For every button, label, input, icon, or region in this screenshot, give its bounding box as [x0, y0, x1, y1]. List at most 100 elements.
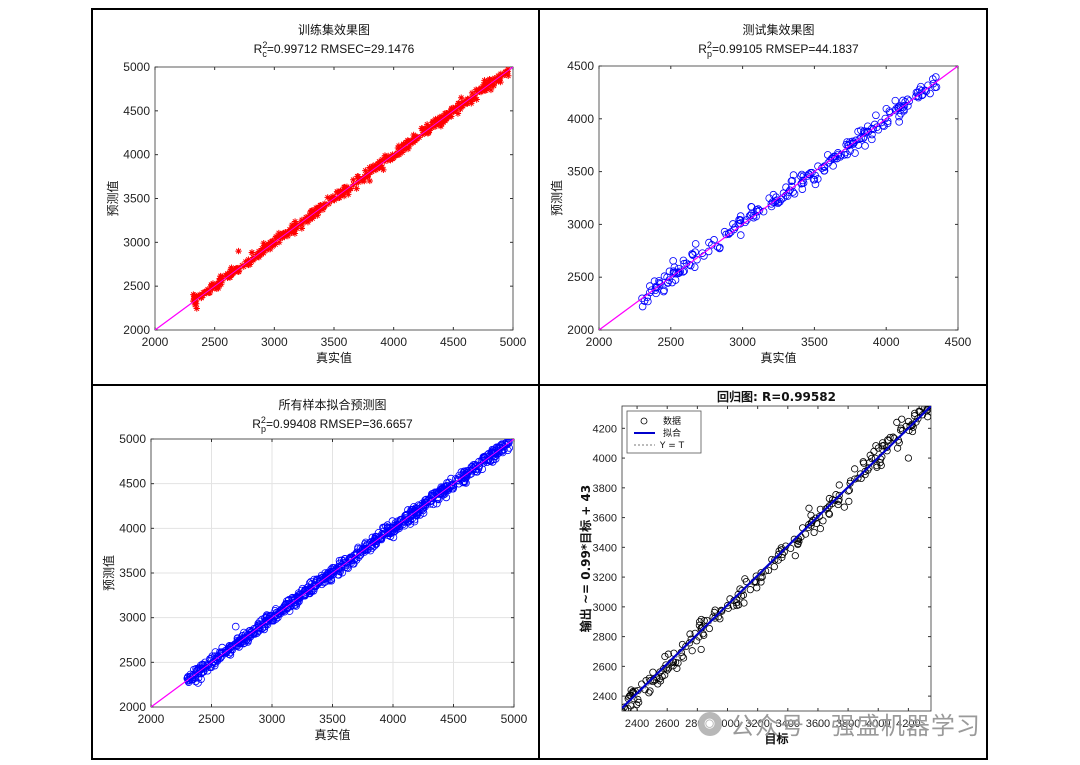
x-tick-label: 5000: [501, 712, 528, 726]
y-tick-label: 3400: [593, 542, 617, 554]
data-point: [650, 277, 659, 286]
watermark: ◉ 公众号 · 强盛机器学习: [698, 706, 981, 741]
x-tick-label: 3500: [319, 712, 346, 726]
data-point: [885, 436, 893, 445]
data-point: [805, 504, 813, 512]
data-point: [654, 680, 662, 688]
data-point: [450, 106, 457, 113]
data-point: [844, 141, 852, 150]
data-point: [828, 499, 836, 508]
data-point: [406, 516, 414, 524]
data-point: [825, 510, 834, 518]
data-point: [351, 550, 360, 558]
watermark-text: 公众号 · 强盛机器学习: [730, 712, 981, 740]
data-point: [787, 177, 796, 185]
data-point: [211, 648, 220, 656]
data-point: [799, 176, 807, 185]
data-point: [824, 504, 832, 512]
data-point: [361, 544, 369, 553]
x-axis-label: 真实值: [316, 350, 352, 365]
data-point: [325, 200, 333, 208]
data-point: [678, 652, 686, 660]
data-point: [330, 568, 338, 576]
data-point: [739, 591, 748, 599]
data-point: [206, 655, 214, 663]
panel-divider-horizontal: [91, 384, 988, 386]
data-point: [233, 265, 240, 272]
y-tick-label: 4000: [119, 521, 146, 535]
x-tick-label: 3600: [806, 718, 830, 730]
data-point: [290, 226, 297, 233]
data-point: [904, 454, 912, 462]
x-tick-label: 2500: [198, 712, 225, 726]
y-tick-label: 2000: [567, 323, 594, 337]
data-point: [263, 246, 271, 254]
data-point: [353, 550, 361, 559]
data-point: [735, 216, 743, 224]
y-tick-label: 2000: [119, 700, 146, 714]
data-point: [665, 267, 674, 276]
chart-title: 测试集效果图: [742, 22, 814, 37]
data-point: [317, 202, 325, 209]
data-point: [262, 243, 269, 251]
data-point: [910, 412, 919, 420]
data-point: [215, 284, 222, 292]
data-point: [733, 601, 741, 610]
data-point: [192, 665, 200, 673]
data-point: [419, 131, 426, 138]
data-point: [440, 115, 448, 123]
data-point: [485, 84, 492, 92]
data-point: [433, 499, 441, 508]
data-point: [228, 264, 235, 271]
data-point: [425, 124, 433, 131]
data-point: [353, 179, 360, 187]
data-point: [227, 645, 235, 654]
data-point: [406, 520, 415, 528]
x-tick-label: 2500: [201, 335, 228, 349]
data-point: [389, 533, 398, 542]
data-point: [732, 599, 741, 607]
data-point: [224, 270, 231, 277]
data-point: [228, 642, 236, 651]
data-point: [774, 556, 782, 564]
chart-panel-1: 2000 2500 3000 3500 4000 4500 5000 2000 2500 3000…: [105, 22, 527, 365]
data-point: [366, 164, 373, 171]
data-point: [808, 519, 816, 527]
x-axis-label: 真实值: [760, 350, 796, 365]
data-point: [340, 192, 348, 200]
y-tick-label: 4000: [567, 112, 594, 126]
data-point: [784, 188, 793, 196]
data-point: [334, 194, 342, 202]
data-point: [810, 175, 819, 184]
data-point: [312, 207, 320, 215]
data-point: [630, 706, 638, 711]
data-point: [265, 241, 272, 249]
data-point: [893, 444, 902, 452]
data-point: [246, 261, 254, 268]
data-point: [260, 239, 267, 247]
x-tick-label: 4000: [380, 712, 407, 726]
data-point: [791, 552, 799, 560]
data-point: [788, 182, 796, 191]
data-point: [736, 212, 745, 220]
x-tick-label: 4000: [873, 335, 900, 349]
data-point: [194, 679, 202, 687]
x-tick-label: 4200: [896, 718, 920, 730]
data-point: [740, 599, 748, 607]
x-tick-label: 2000: [138, 712, 165, 726]
data-point: [854, 474, 862, 482]
data-point: [929, 75, 937, 83]
data-point: [380, 166, 387, 174]
data-point: [860, 133, 868, 141]
data-point: [345, 191, 352, 198]
data-point: [343, 559, 352, 568]
data-point: [742, 577, 750, 586]
data-point: [315, 209, 322, 216]
data-point: [286, 226, 294, 234]
data-point: [825, 502, 834, 510]
data-point: [686, 639, 694, 647]
data-point: [437, 123, 445, 130]
data-point: [388, 524, 397, 533]
data-point: [880, 441, 888, 449]
